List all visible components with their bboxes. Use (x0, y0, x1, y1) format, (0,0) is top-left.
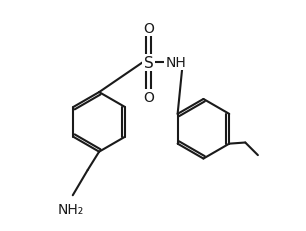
Text: O: O (143, 22, 154, 36)
Text: NH₂: NH₂ (57, 202, 84, 216)
Text: NH: NH (166, 56, 186, 70)
Text: S: S (144, 55, 153, 70)
Text: O: O (143, 90, 154, 104)
